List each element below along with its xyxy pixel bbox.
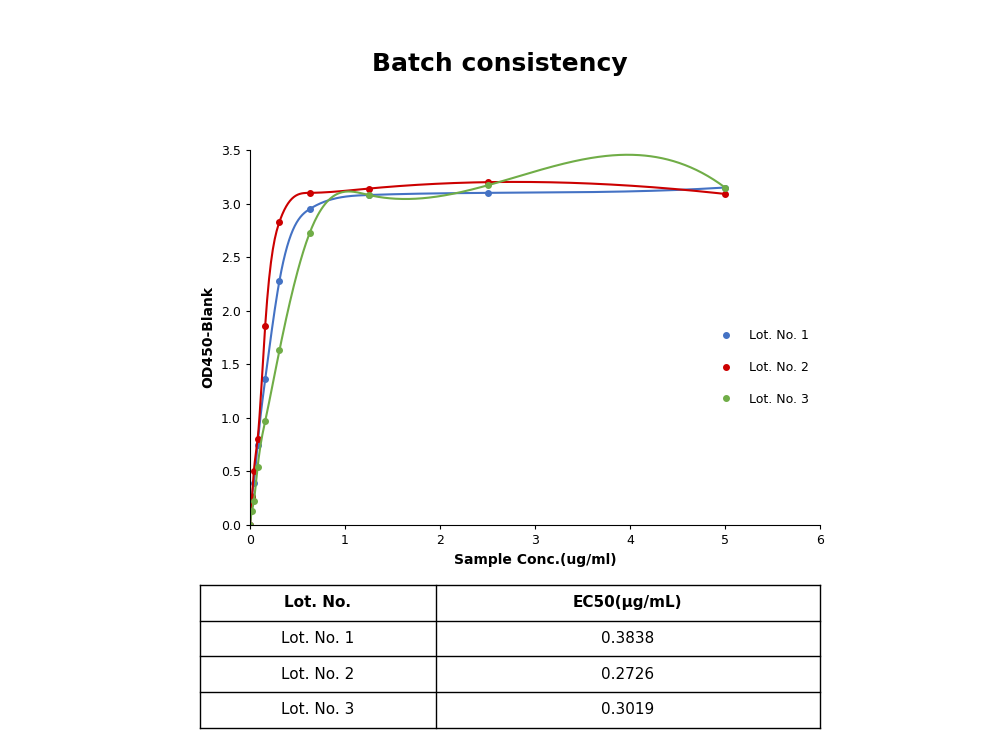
Lot. No. 3 — [719, 183, 731, 192]
X-axis label: Sample Conc.(ug/ml): Sample Conc.(ug/ml) — [454, 553, 616, 566]
Legend: Lot. No. 1, Lot. No. 2, Lot. No. 3: Lot. No. 1, Lot. No. 2, Lot. No. 3 — [709, 324, 814, 411]
Lot. No. 1 — [304, 205, 316, 214]
Text: 0.2726: 0.2726 — [601, 667, 654, 682]
Lot. No. 3 — [363, 190, 375, 200]
Lot. No. 2 — [719, 190, 731, 199]
Line: Lot. No. 2: Lot. No. 2 — [247, 179, 728, 528]
Lot. No. 2 — [248, 467, 260, 476]
Lot. No. 1 — [252, 440, 264, 449]
Lot. No. 1 — [363, 190, 375, 200]
Line: Lot. No. 1: Lot. No. 1 — [247, 184, 728, 528]
Lot. No. 2 — [363, 184, 375, 193]
Lot. No. 1 — [482, 188, 494, 197]
Lot. No. 3 — [244, 520, 256, 530]
Text: Lot. No. 1: Lot. No. 1 — [281, 631, 354, 646]
Text: 0.3019: 0.3019 — [601, 702, 654, 717]
Lot. No. 2 — [259, 321, 271, 330]
Lot. No. 3 — [259, 416, 271, 425]
Text: 0.3838: 0.3838 — [601, 631, 654, 646]
Lot. No. 2 — [252, 435, 264, 444]
Lot. No. 2 — [304, 188, 316, 197]
Text: EC50(μg/mL): EC50(μg/mL) — [573, 596, 683, 610]
Lot. No. 1 — [259, 375, 271, 384]
Lot. No. 3 — [248, 497, 260, 506]
Lot. No. 3 — [246, 506, 258, 515]
Lot. No. 2 — [273, 217, 285, 226]
Lot. No. 3 — [273, 346, 285, 355]
Lot. No. 2 — [246, 493, 258, 502]
Lot. No. 1 — [719, 183, 731, 192]
Y-axis label: OD450-Blank: OD450-Blank — [201, 286, 215, 388]
Lot. No. 3 — [482, 181, 494, 190]
Lot. No. 2 — [244, 520, 256, 530]
Line: Lot. No. 3: Lot. No. 3 — [247, 182, 728, 528]
Lot. No. 3 — [304, 228, 316, 237]
Text: Lot. No. 3: Lot. No. 3 — [281, 702, 354, 717]
Lot. No. 2 — [482, 178, 494, 187]
Lot. No. 1 — [244, 520, 256, 530]
Lot. No. 1 — [248, 478, 260, 488]
Lot. No. 1 — [273, 276, 285, 285]
Text: Batch consistency: Batch consistency — [372, 53, 628, 76]
Text: Lot. No.: Lot. No. — [284, 596, 351, 610]
Lot. No. 1 — [246, 491, 258, 500]
Text: Lot. No. 2: Lot. No. 2 — [281, 667, 354, 682]
Lot. No. 3 — [252, 463, 264, 472]
